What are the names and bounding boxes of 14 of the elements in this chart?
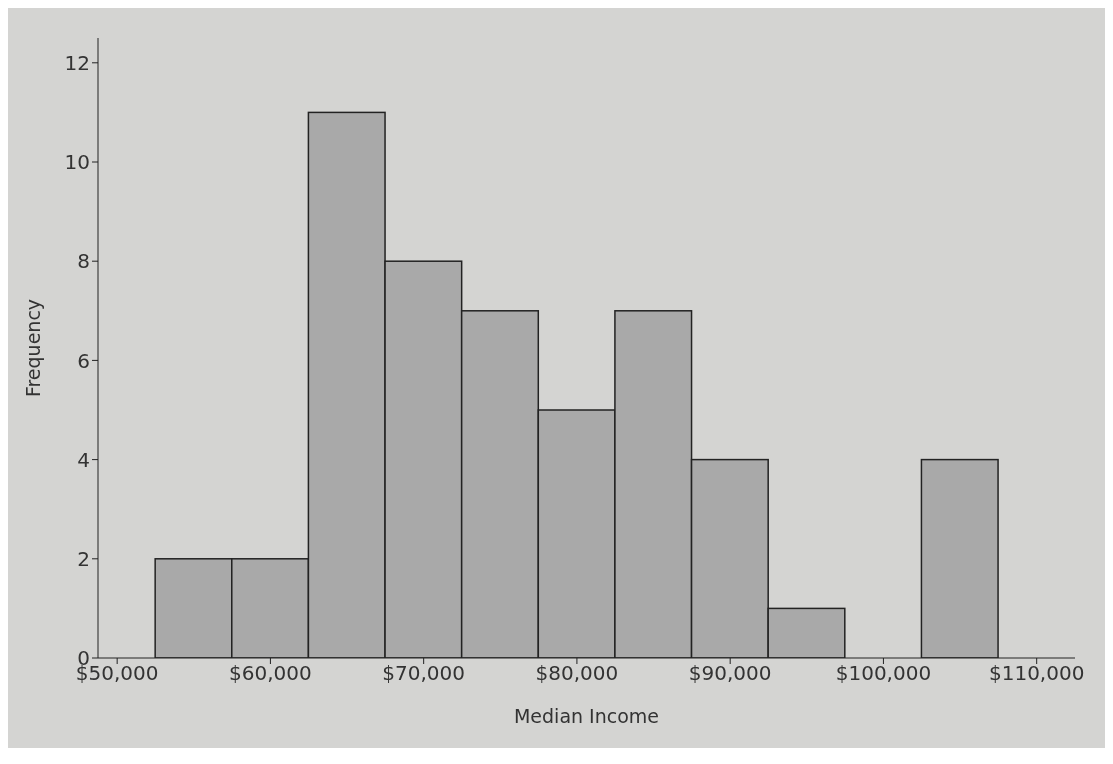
x-tick-label: $90,000 [688,661,772,686]
y-tick-label: 10 [64,150,90,175]
y-tick-label: 6 [77,348,90,373]
x-tick-label: $70,000 [382,661,466,686]
y-tick-label: 8 [77,249,90,274]
x-tick-label: $80,000 [535,661,619,686]
y-tick-label: 4 [77,447,90,472]
x-axis-title: Median Income [513,705,660,727]
x-tick-label: $100,000 [835,661,932,686]
x-tick-label: $110,000 [988,661,1085,686]
y-tick-label: 2 [77,546,90,571]
y-tick-label: 12 [64,50,90,75]
y-axis-title: Frequency [21,298,44,398]
x-tick-label: $60,000 [229,661,312,686]
